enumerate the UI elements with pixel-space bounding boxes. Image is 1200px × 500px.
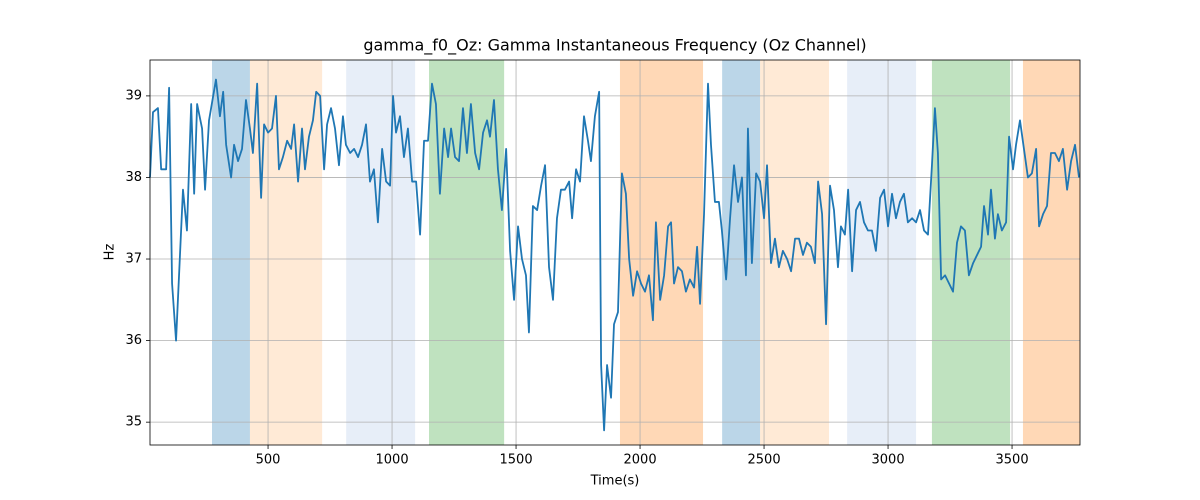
x-tick-label: 500	[256, 453, 281, 468]
shaded-span	[619, 60, 704, 445]
x-tick-label: 2500	[748, 453, 781, 468]
x-axis-label: Time(s)	[590, 474, 640, 489]
chart-title: gamma_f0_Oz: Gamma Instantaneous Frequen…	[363, 36, 866, 56]
shaded-span	[847, 60, 917, 445]
y-tick-label: 37	[125, 252, 142, 267]
plot	[149, 78, 1080, 432]
y-tick-label: 36	[125, 333, 142, 348]
y-tick-label: 39	[125, 88, 142, 103]
shaded-span	[346, 60, 416, 445]
axes-frame	[149, 59, 1081, 446]
x-tick-label: 3500	[996, 453, 1029, 468]
x-tick-label: 2000	[624, 453, 657, 468]
grid	[150, 60, 1080, 445]
y-tick-label: 38	[125, 170, 142, 185]
y-tick-label: 35	[125, 415, 142, 430]
x-tick-label: 1500	[500, 453, 533, 468]
x-tick-label: 1000	[376, 453, 409, 468]
data-line	[149, 78, 1080, 432]
shaded-span	[931, 60, 1011, 445]
x-tick-label: 3000	[872, 453, 905, 468]
shaded-span	[760, 60, 830, 445]
y-axis-label: Hz	[103, 244, 118, 261]
shaded-span	[249, 60, 323, 445]
shaded-span	[1022, 60, 1080, 445]
